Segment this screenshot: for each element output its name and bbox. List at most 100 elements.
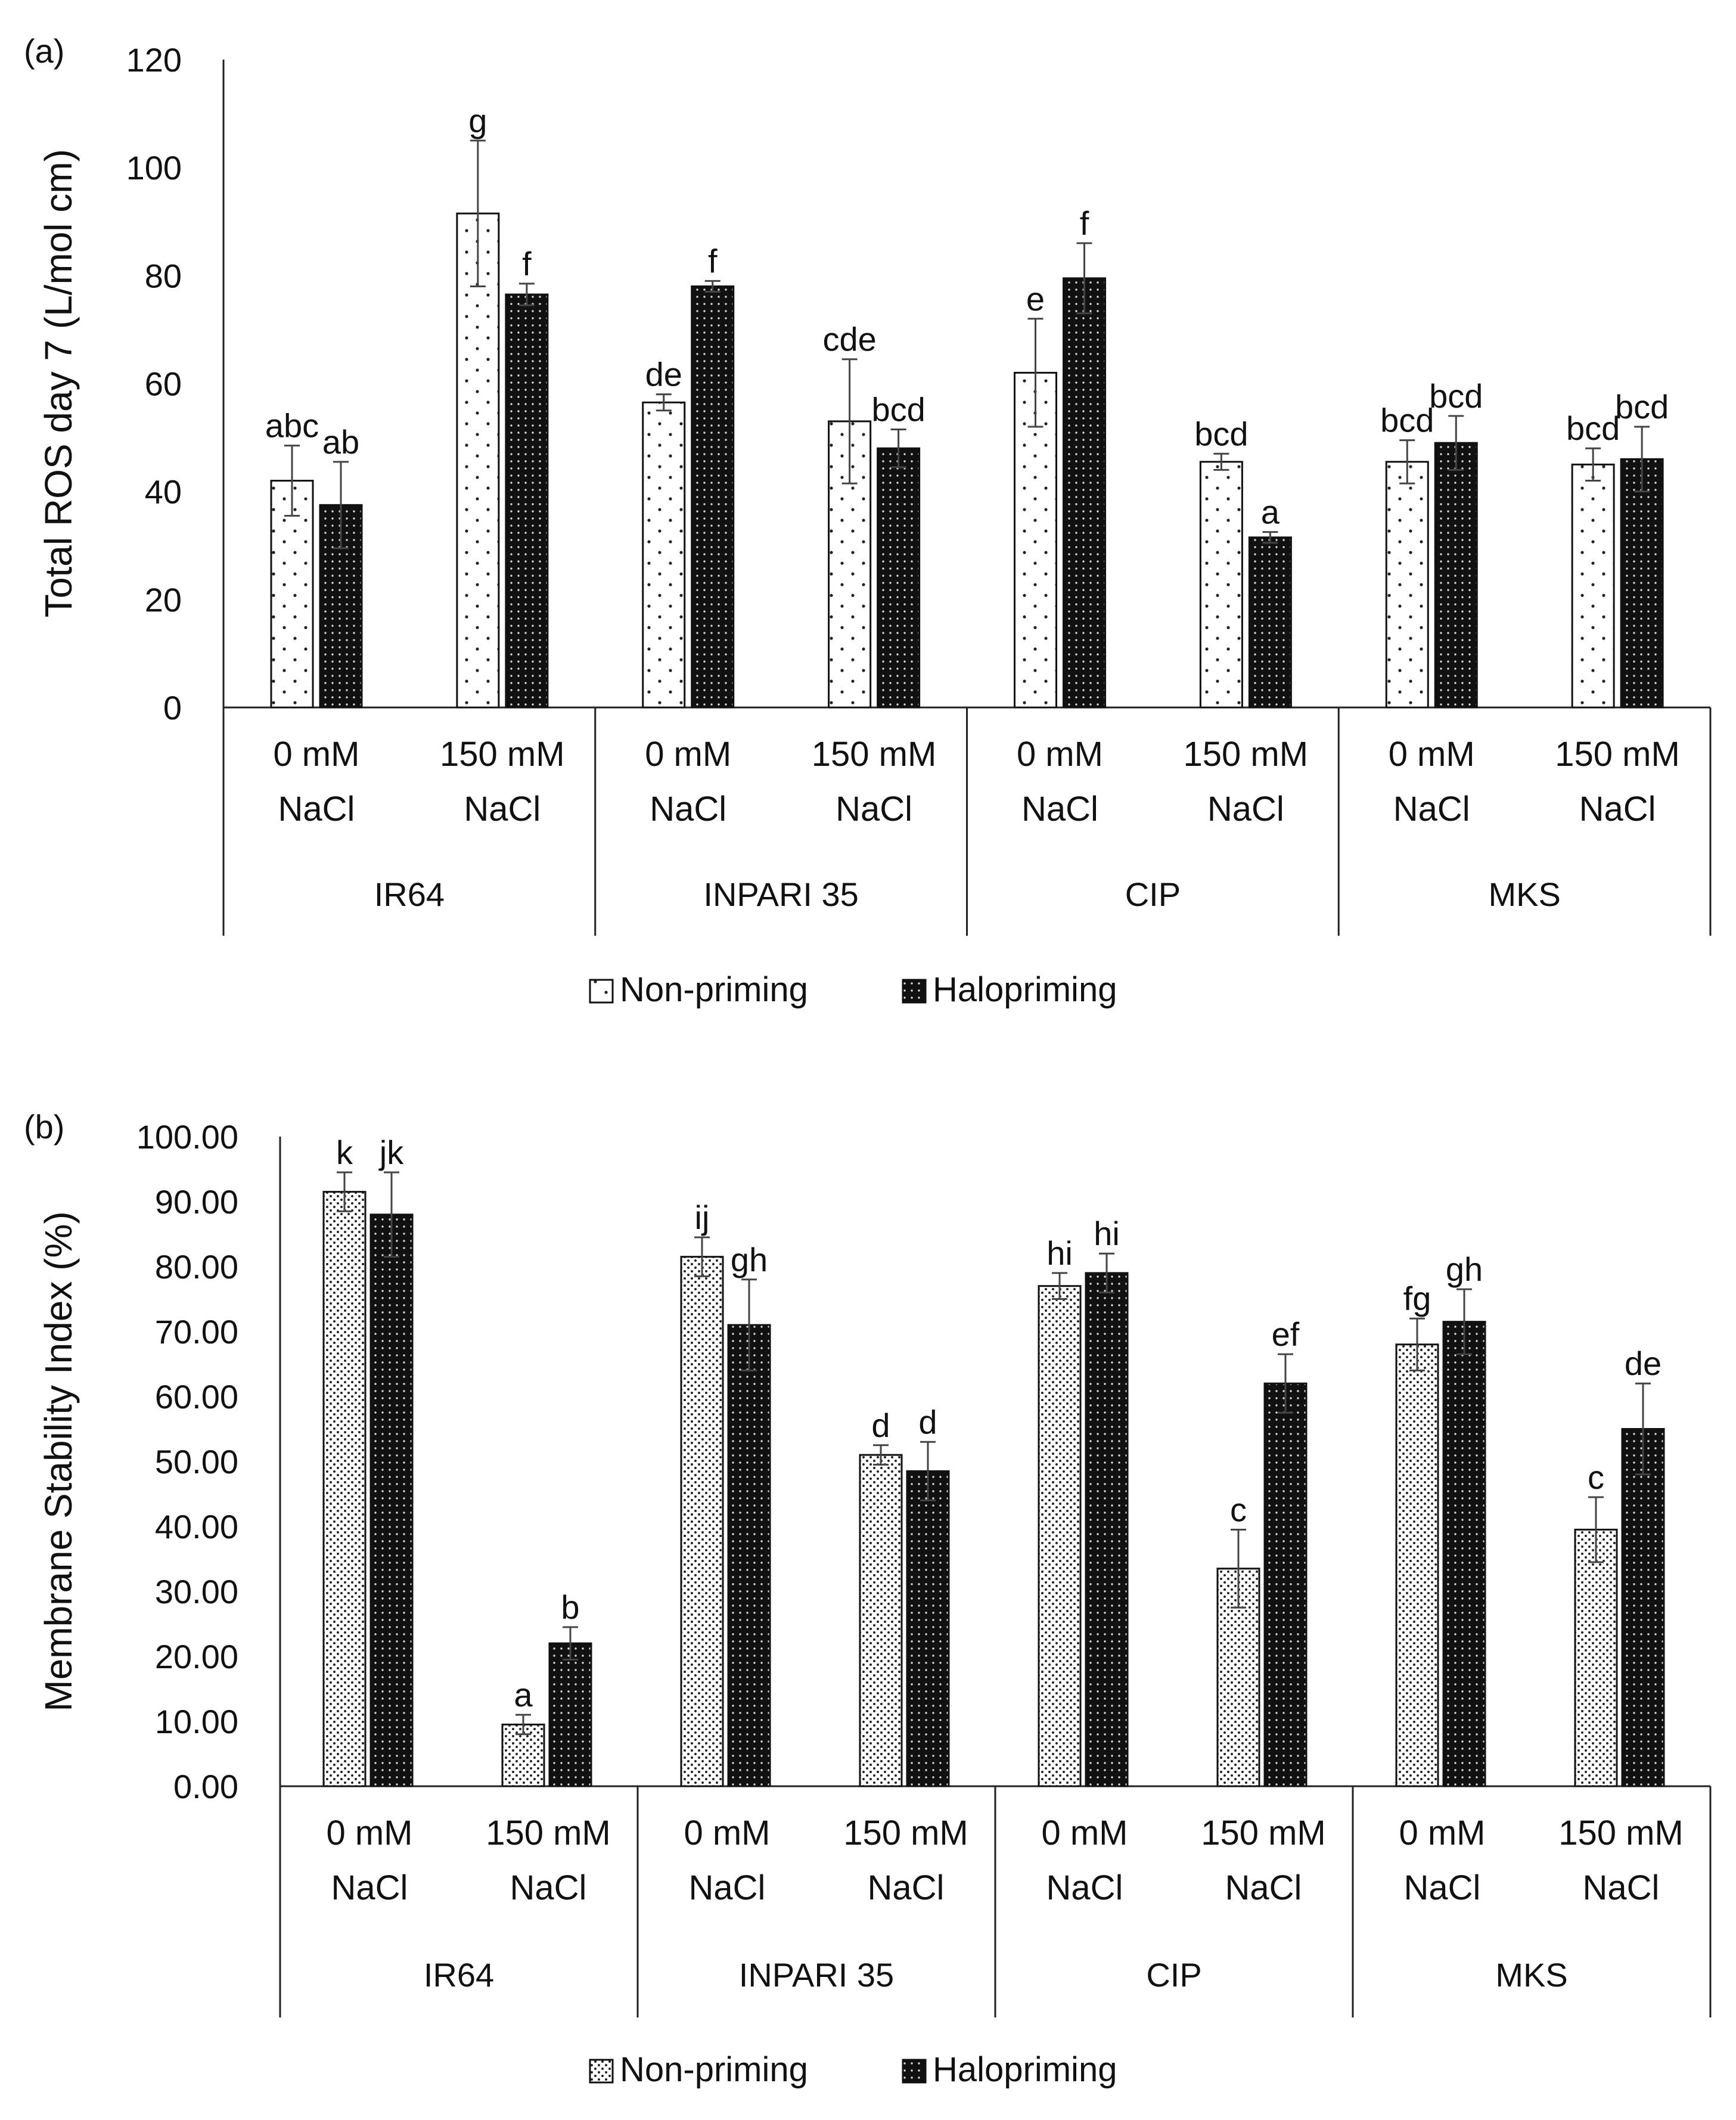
bar-halopriming	[1434, 442, 1478, 709]
significance-letter: ab	[322, 423, 359, 461]
bar-non-priming	[322, 1191, 367, 1787]
chart-panel-b: (b) Membrane Stability Index (%) 0.00 10.00…	[24, 1108, 1712, 2089]
significance-letter: e	[1026, 280, 1045, 318]
bar-non-priming	[1395, 1343, 1439, 1787]
category-label: 0 mM NaCl	[327, 1814, 413, 1907]
significance-letter: cde	[822, 321, 876, 358]
legend-swatch-halopriming	[902, 979, 927, 1004]
significance-letter: bcd	[1429, 377, 1483, 415]
significance-letter: a	[514, 1676, 533, 1714]
y-tick-label: 0.00	[173, 1768, 238, 1805]
bar-halopriming	[505, 293, 549, 709]
legend-label-non-priming: Non-priming	[620, 970, 808, 1009]
legend-swatch-halopriming	[902, 2059, 927, 2084]
bar-non-priming	[270, 480, 314, 709]
bar-halopriming	[1248, 536, 1292, 709]
category-label: 0 mM NaCl	[1399, 1814, 1486, 1907]
group-label: CIP	[1125, 876, 1181, 913]
category-label: 150 mM NaCl	[486, 1814, 611, 1907]
category-label: 150 mM NaCl	[1558, 1814, 1684, 1907]
significance-letter: d	[871, 1407, 890, 1444]
bar-non-priming	[1571, 463, 1615, 709]
y-tick-label: 20	[145, 581, 182, 619]
significance-letter: c	[1588, 1458, 1604, 1496]
y-tick-label: 80	[145, 257, 182, 294]
group-label: CIP	[1146, 1956, 1201, 1994]
category-label: 0 mM NaCl	[684, 1814, 771, 1907]
group-label: INPARI 35	[703, 876, 858, 913]
significance-letter: c	[1230, 1491, 1247, 1528]
significance-letter: abc	[265, 407, 319, 445]
bar-halopriming	[1621, 1428, 1665, 1787]
group-label: INPARI 35	[739, 1956, 894, 1994]
significance-letter: f	[708, 242, 718, 280]
group-label: MKS	[1488, 876, 1560, 913]
y-tick-label: 90.00	[155, 1183, 238, 1221]
bar-halopriming	[1620, 458, 1664, 709]
significance-letter: ij	[695, 1199, 710, 1236]
legend-label-halopriming: Halopriming	[933, 970, 1117, 1009]
category-label: 150 mM NaCl	[812, 735, 937, 828]
significance-letter: f	[1080, 204, 1089, 242]
significance-letter: k	[336, 1134, 353, 1171]
y-tick-label: 50.00	[155, 1443, 238, 1480]
bar-halopriming	[906, 1470, 950, 1787]
significance-letter: gh	[731, 1241, 768, 1278]
bar-non-priming	[1216, 1568, 1260, 1787]
bar-non-priming	[1574, 1528, 1618, 1787]
y-tick-label: 80.00	[155, 1248, 238, 1286]
significance-letter: gh	[1446, 1250, 1483, 1288]
group-label: IR64	[424, 1956, 494, 1994]
significance-letter: de	[645, 356, 682, 393]
significance-letter: f	[522, 245, 532, 283]
group-label: MKS	[1495, 1956, 1567, 1994]
significance-letter: hi	[1094, 1215, 1120, 1252]
bar-non-priming	[859, 1454, 903, 1787]
bar-halopriming	[727, 1324, 771, 1787]
bar-non-priming	[1385, 461, 1429, 709]
bar-non-priming	[642, 401, 686, 709]
y-tick-label: 40.00	[155, 1508, 238, 1545]
significance-letter: bcd	[1380, 402, 1434, 439]
y-tick-label: 60	[145, 365, 182, 403]
bar-halopriming	[1085, 1272, 1129, 1787]
y-tick-label: 40	[145, 473, 182, 511]
y-tick-label: 0	[163, 689, 182, 727]
legend-label-halopriming: Halopriming	[933, 2050, 1117, 2089]
y-tick-label: 30.00	[155, 1573, 238, 1610]
significance-letter: hi	[1046, 1234, 1073, 1272]
category-label: 150 mM NaCl	[1201, 1814, 1326, 1907]
bar-halopriming	[369, 1213, 414, 1787]
significance-letter: de	[1625, 1345, 1662, 1382]
bar-non-priming	[1038, 1285, 1082, 1787]
bar-halopriming	[1263, 1382, 1308, 1787]
significance-letter: bcd	[871, 390, 925, 428]
significance-letter: d	[918, 1403, 937, 1441]
legend-label-non-priming: Non-priming	[620, 2050, 808, 2089]
significance-letter: b	[561, 1588, 579, 1626]
significance-letter: bcd	[1566, 409, 1620, 447]
significance-letter: bcd	[1615, 388, 1669, 426]
significance-letter: jk	[378, 1134, 404, 1171]
category-label: 150 mM NaCl	[1555, 735, 1680, 828]
category-label: 0 mM NaCl	[1389, 735, 1475, 828]
category-label: 150 mM NaCl	[1184, 735, 1309, 828]
group-label: IR64	[374, 876, 445, 913]
category-label: 0 mM NaCl	[1017, 735, 1103, 828]
bar-non-priming	[1014, 371, 1057, 709]
y-tick-label: 100	[126, 149, 182, 187]
significance-letter: ef	[1272, 1315, 1300, 1353]
chart-panel-a: (a) Total ROS day 7 (L/mol cm) 0 20 40 60 80 10…	[24, 32, 1712, 1009]
legend: Non-priming Halopriming	[589, 970, 1117, 1009]
y-tick-label: 70.00	[155, 1313, 238, 1351]
category-label: 0 mM NaCl	[1042, 1814, 1128, 1907]
significance-letter: fg	[1403, 1280, 1431, 1317]
category-label: 0 mM NaCl	[273, 735, 359, 828]
bar-halopriming	[1063, 277, 1106, 709]
significance-letter: a	[1261, 493, 1280, 531]
legend-swatch-non-priming	[589, 2059, 614, 2084]
y-tick-label: 10.00	[155, 1703, 238, 1740]
panel-label: (a)	[24, 32, 64, 70]
y-tick-label: 60.00	[155, 1378, 238, 1416]
bar-non-priming	[456, 212, 500, 709]
